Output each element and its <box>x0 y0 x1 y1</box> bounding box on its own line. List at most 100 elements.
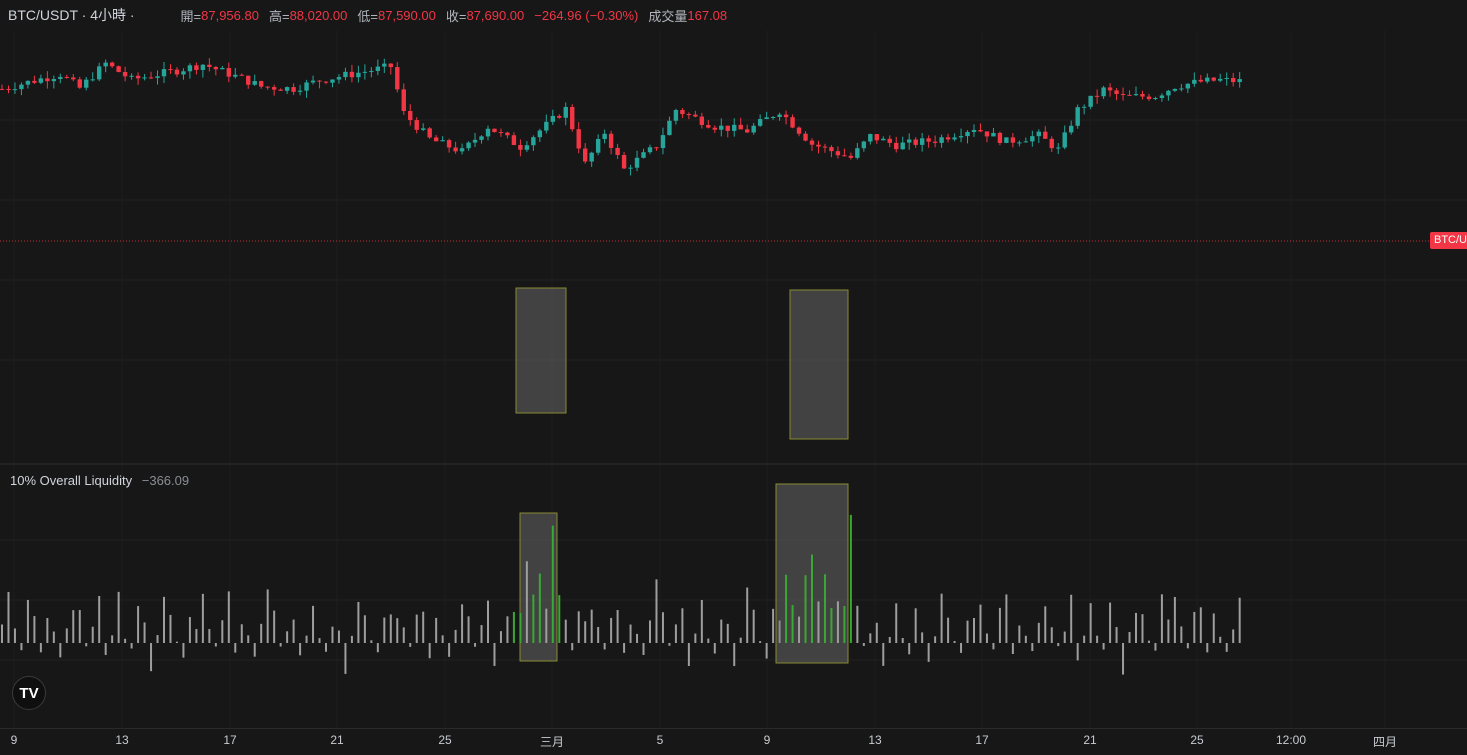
candle <box>1101 85 1106 99</box>
candle <box>608 130 614 155</box>
highlight-box-liquidity-1 <box>519 512 558 662</box>
candle <box>673 108 679 125</box>
candle <box>952 133 957 142</box>
candle <box>745 124 750 133</box>
candle <box>1153 96 1158 101</box>
candle <box>919 133 925 152</box>
candle <box>1127 90 1132 96</box>
candle <box>913 137 918 148</box>
candle <box>550 109 555 125</box>
candle <box>291 83 296 96</box>
candle <box>408 104 413 126</box>
candle <box>19 82 24 96</box>
candle <box>1017 140 1022 147</box>
time-tick: 9 <box>10 733 18 747</box>
candle <box>796 126 802 137</box>
candle <box>1030 130 1035 147</box>
candle <box>563 102 568 126</box>
candle <box>848 152 854 160</box>
time-tick: 13 <box>115 733 129 747</box>
close-label: 收= <box>445 8 467 24</box>
liquidity-highlight-bars <box>512 514 852 643</box>
candle <box>453 141 458 154</box>
candle <box>634 150 640 172</box>
tradingview-logo-icon[interactable]: TV <box>12 676 46 710</box>
candle <box>589 151 594 167</box>
grid-lines <box>0 30 1467 728</box>
candle <box>686 112 692 120</box>
candle <box>194 62 199 75</box>
candle <box>304 79 309 98</box>
candle <box>1107 83 1113 97</box>
symbol-label[interactable]: BTC/USDT · 4小時 · <box>8 7 135 23</box>
candle <box>628 164 633 176</box>
time-tick: 17 <box>223 733 237 747</box>
time-axis[interactable]: 9 13 17 21 25 三月 5 9 13 17 21 25 12:00 四… <box>0 728 1467 755</box>
volume-label: 成交量 <box>648 8 688 24</box>
candle <box>38 74 44 85</box>
candle <box>446 138 452 153</box>
candle <box>265 86 270 90</box>
candle <box>706 120 711 129</box>
time-tick: 13 <box>868 733 882 747</box>
candle <box>161 61 167 83</box>
candle <box>362 64 368 80</box>
time-tick: 5 <box>656 733 664 747</box>
candle <box>330 79 335 88</box>
candle <box>1198 74 1203 83</box>
candle <box>576 122 581 154</box>
candle <box>790 114 795 129</box>
candle <box>1056 143 1061 155</box>
candle <box>842 148 847 157</box>
candle <box>129 73 134 80</box>
candle <box>421 123 426 132</box>
candle <box>615 143 620 160</box>
candle <box>1036 129 1041 143</box>
candle <box>751 122 756 135</box>
candle <box>323 81 329 85</box>
low-value: 87,590.00 <box>378 7 436 23</box>
candle <box>887 135 892 148</box>
chart-canvas[interactable] <box>0 0 1467 728</box>
candle <box>317 80 322 89</box>
indicator-value: −366.09 <box>141 473 190 488</box>
candle <box>64 74 69 79</box>
candle <box>259 80 264 89</box>
candle <box>1179 83 1184 92</box>
indicator-legend[interactable]: 10% Overall Liquidity −366.09 <box>10 473 189 488</box>
candle <box>1146 93 1152 101</box>
candle <box>991 127 996 137</box>
candle <box>803 131 808 142</box>
candle <box>939 134 944 148</box>
candle <box>1069 120 1074 135</box>
candle <box>97 62 102 82</box>
candle <box>712 125 717 134</box>
candle <box>932 135 938 148</box>
candle <box>770 116 776 120</box>
candle <box>58 73 63 84</box>
candle <box>427 127 432 139</box>
candle <box>557 114 562 119</box>
open-value: 87,956.80 <box>201 7 259 23</box>
candle <box>310 75 316 85</box>
candle <box>1094 89 1100 104</box>
candle <box>271 84 277 96</box>
candle <box>12 82 18 94</box>
candle <box>680 108 685 119</box>
candle <box>1231 72 1236 87</box>
candle <box>148 71 154 79</box>
candle <box>0 84 5 90</box>
candle <box>6 85 11 94</box>
time-tick: 21 <box>1083 733 1097 747</box>
candle <box>835 146 841 159</box>
candle <box>1075 104 1080 129</box>
liquidity-histogram <box>1 579 1241 675</box>
candle <box>654 146 659 151</box>
candle <box>109 61 115 68</box>
candle <box>926 135 931 148</box>
candle <box>246 75 251 89</box>
candle <box>1004 137 1009 144</box>
high-label: 高= <box>268 8 290 24</box>
close-value: 87,690.00 <box>466 7 525 23</box>
candle <box>518 139 523 157</box>
